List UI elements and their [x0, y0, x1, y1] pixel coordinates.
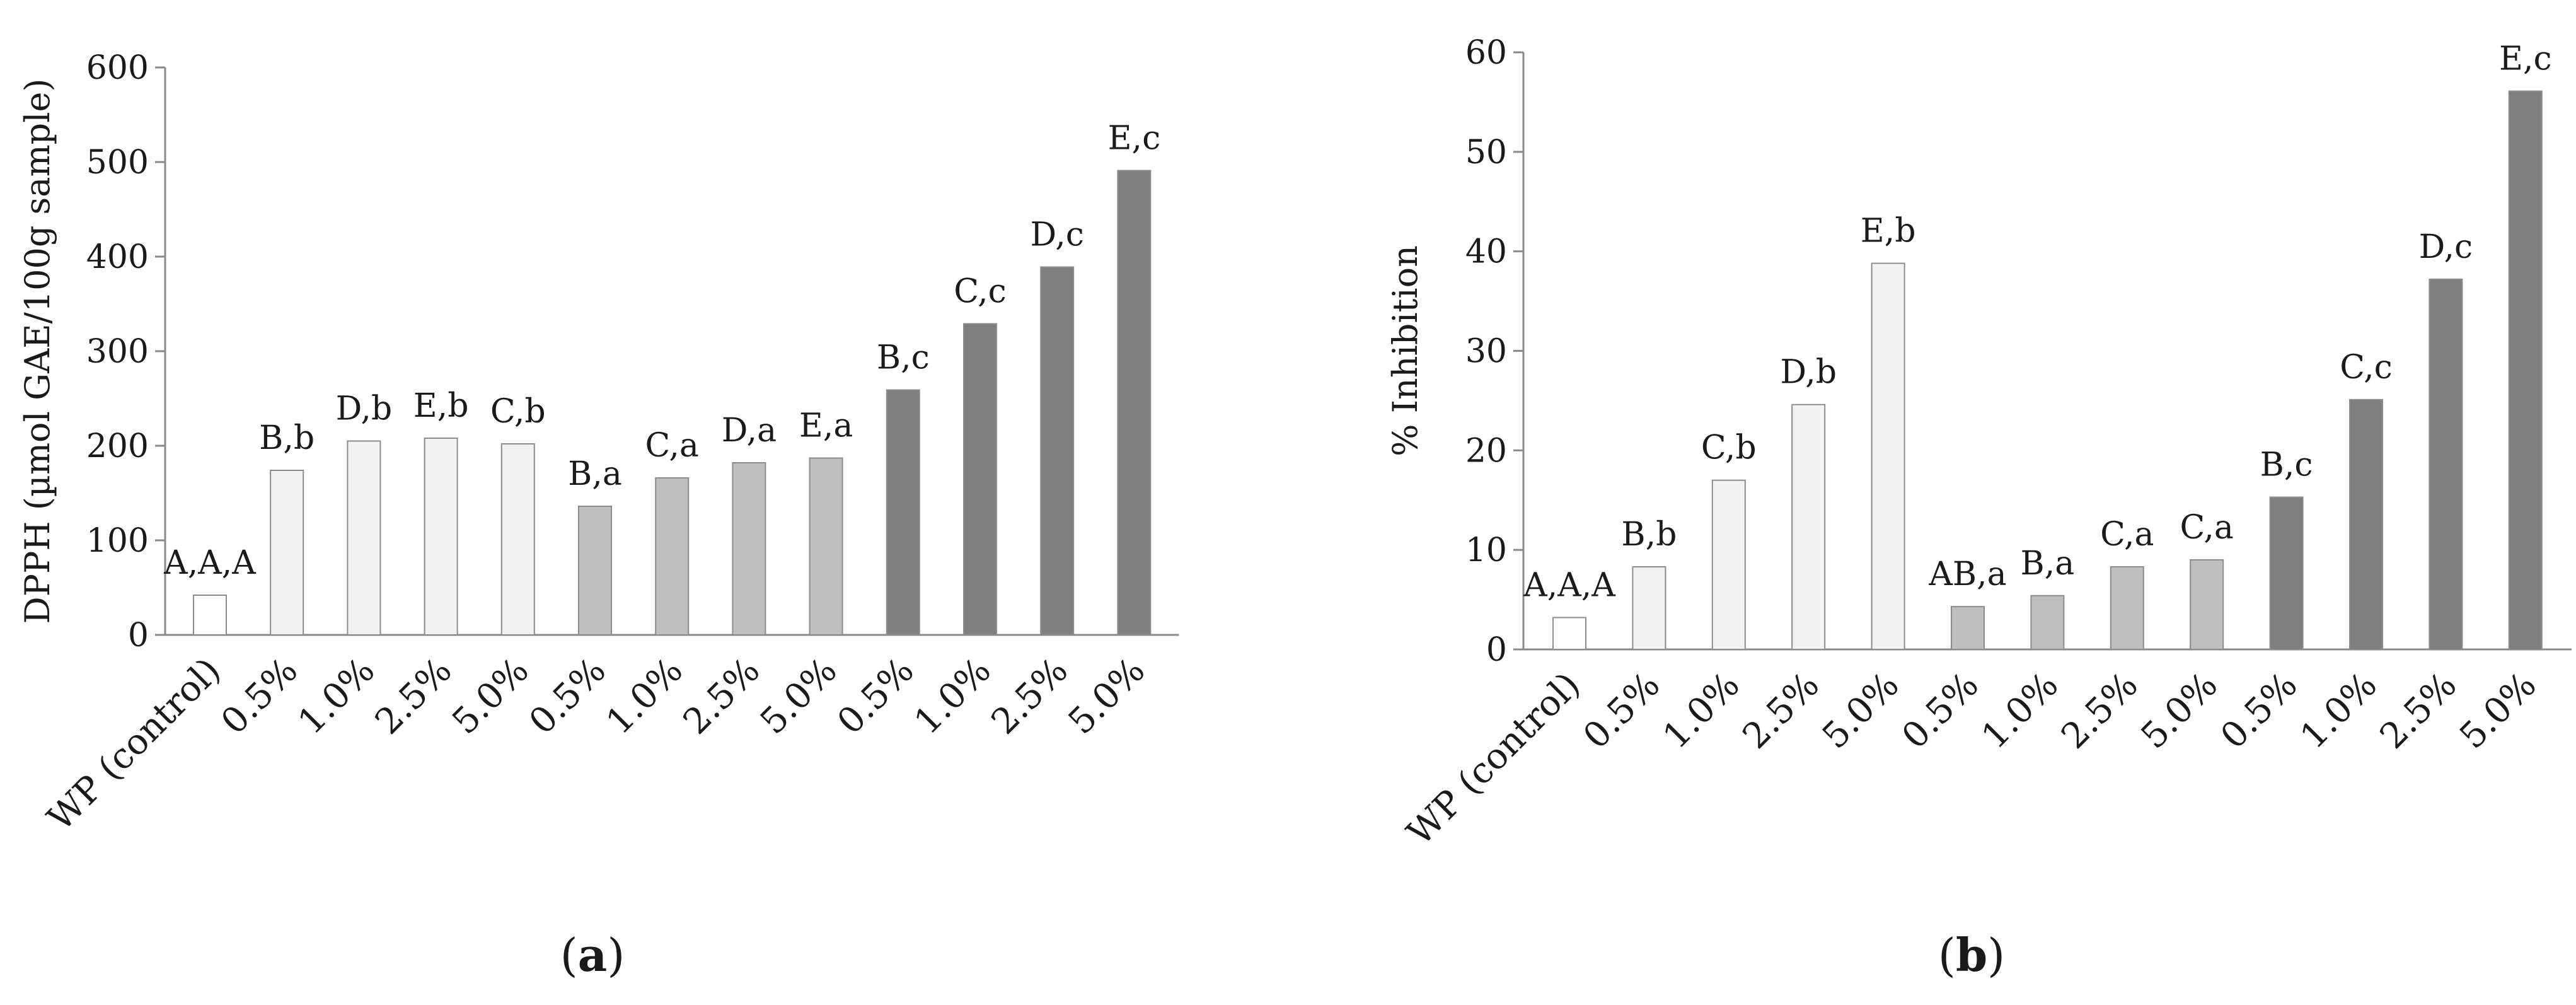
bar	[193, 595, 227, 636]
bar	[1791, 404, 1826, 650]
bar-label: C,c	[954, 273, 1007, 311]
x-tick-label: 0.5%	[1894, 665, 1987, 757]
x-tick-label: 2.5%	[676, 650, 768, 743]
y-axis-title: % Inhibition	[1385, 245, 1425, 456]
bar-label: A,A,A	[163, 544, 257, 582]
x-tick-label: 2.5%	[367, 650, 460, 743]
bar-label: E,b	[1861, 212, 1916, 250]
chart-panel-b: 0 10 20 30 40 50 60 % Inhibition A,A,A WP (contro…	[1385, 34, 2572, 982]
y-tick-label: 30	[1465, 333, 1507, 371]
x-tick-label: 1.0%	[906, 650, 999, 743]
y-tick-label: 40	[1465, 233, 1507, 271]
bar-label: B,c	[877, 339, 930, 377]
bar-label: D,c	[2419, 228, 2473, 266]
y-tick-label: 500	[86, 144, 149, 182]
x-tick-label: 5.0%	[1061, 650, 1153, 743]
bar-label: D,a	[722, 412, 777, 450]
y-tick-label: 0	[1486, 631, 1507, 669]
x-tick-label: 0.5%	[521, 650, 614, 743]
x-tick-label: 5.0%	[2452, 665, 2544, 757]
bar-label: E,c	[2499, 40, 2552, 78]
bar	[2110, 566, 2144, 651]
bar-label: E,b	[413, 387, 469, 425]
y-tick-label: 200	[86, 427, 149, 465]
bar	[732, 462, 766, 636]
bar	[578, 506, 612, 636]
bar-label: B,a	[568, 455, 622, 493]
y-tick-label: 400	[86, 238, 149, 276]
bar	[809, 457, 843, 636]
y-tick-label: 300	[86, 333, 149, 371]
bar-label: C,b	[490, 393, 546, 431]
x-tick-label: 1.0%	[291, 650, 383, 743]
bar-label: C,a	[2180, 509, 2233, 547]
y-tick-label: 0	[128, 617, 149, 654]
x-tick-label: 2.5%	[984, 650, 1077, 743]
bar	[655, 477, 690, 636]
bar-label: B,a	[2021, 545, 2075, 583]
bar	[1632, 566, 1666, 651]
x-tick-label: 5.0%	[1815, 665, 1907, 757]
bar	[1711, 479, 1746, 651]
x-tick-label: 0.5%	[214, 650, 306, 743]
x-tick-label: 0.5%	[829, 650, 922, 743]
bar-label: C,a	[2100, 516, 2154, 554]
bar	[2190, 559, 2224, 651]
bar-label: B,c	[2260, 446, 2313, 484]
x-tick-label: 0.5%	[1576, 665, 1668, 757]
x-tick-label: 2.5%	[2053, 665, 2146, 757]
y-tick-label: 600	[86, 49, 149, 87]
bar	[2349, 398, 2383, 650]
x-tick-label: 1.0%	[1655, 665, 1748, 757]
x-tick-label: 0.5%	[2213, 665, 2306, 757]
bar-label: B,b	[259, 419, 315, 457]
bar	[2030, 595, 2065, 651]
panel-label: (a)	[560, 928, 625, 982]
chart-panel-a: 0 100 200 300 400 500 600 DPPH (µmol GAE/100g s…	[18, 49, 1179, 982]
bar-label: A,A,A	[1523, 566, 1616, 604]
bar	[424, 438, 458, 636]
x-tick-label: 2.5%	[2372, 665, 2465, 757]
x-tick-label: 1.0%	[599, 650, 691, 743]
x-tick-label: WP (control)	[1399, 665, 1588, 854]
x-tick-label: 1.0%	[2292, 665, 2385, 757]
bar	[1871, 262, 1905, 650]
bar	[500, 443, 535, 636]
bar-label: E,a	[799, 407, 853, 445]
x-tick-label: WP (control)	[40, 650, 229, 839]
x-tick-label: 5.0%	[444, 650, 537, 743]
bar	[347, 440, 381, 636]
y-axis-title: DPPH (µmol GAE/100g sample)	[18, 78, 57, 624]
bar	[1951, 606, 1985, 650]
bar-label: AB,a	[1928, 555, 2006, 593]
bar-label: E,c	[1108, 120, 1161, 158]
bar-label: D,b	[1780, 354, 1837, 392]
bar-label: C,c	[2340, 349, 2393, 386]
bar-label: D,b	[336, 390, 393, 428]
x-tick-label: 5.0%	[2134, 665, 2226, 757]
bar-label: C,a	[645, 427, 698, 465]
x-tick-label: 5.0%	[753, 650, 845, 743]
bar	[886, 389, 920, 636]
y-tick-label: 60	[1465, 34, 1507, 72]
y-tick-label: 50	[1465, 134, 1507, 171]
x-tick-label: 2.5%	[1735, 665, 1828, 757]
bar	[2508, 90, 2543, 650]
bar	[1040, 266, 1075, 636]
x-tick-label: 1.0%	[1974, 665, 2067, 757]
bar-label: C,b	[1701, 429, 1757, 467]
bar	[1117, 170, 1152, 636]
bar	[963, 323, 997, 636]
bar	[270, 470, 304, 636]
bar	[1552, 617, 1586, 651]
bar-label: D,c	[1030, 216, 1084, 254]
bar	[2429, 278, 2463, 650]
panel-label: (b)	[1938, 928, 2006, 982]
y-tick-label: 20	[1465, 432, 1507, 470]
y-tick-label: 100	[86, 522, 149, 560]
bar	[2269, 496, 2304, 651]
y-tick-label: 10	[1465, 532, 1507, 569]
bar-label: B,b	[1621, 516, 1677, 554]
